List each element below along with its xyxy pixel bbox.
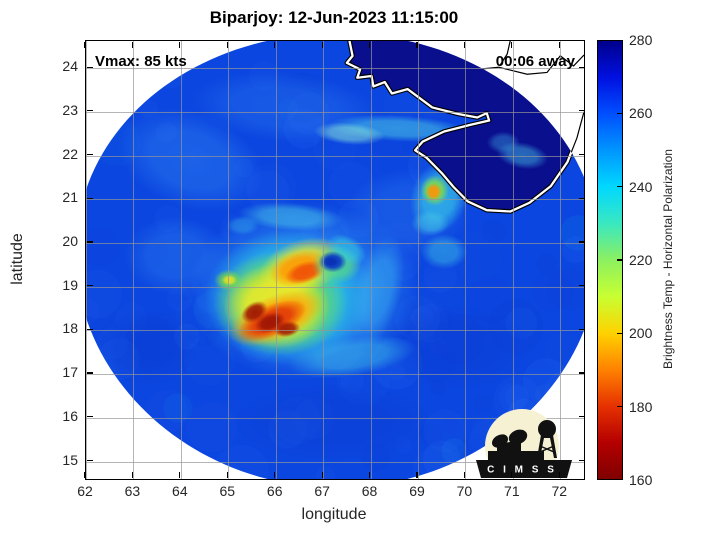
y-tick-right [578,241,585,243]
colorbar-tick [617,406,622,408]
x-tick-label: 63 [124,483,141,499]
x-tick-top [511,41,513,48]
x-tick-label: 67 [314,483,330,499]
y-tick-label: 20 [62,232,78,249]
y-tick-right [578,328,585,330]
y-tick-label: 19 [62,276,78,293]
plot-title: Biparjoy: 12-Jun-2023 11:15:00 [209,8,459,27]
x-tick-top [131,41,134,48]
x-tick-label: 72 [551,483,568,499]
x-tick [511,472,513,478]
plot-area: Vmax: 85 kts 00:06 away [85,40,585,480]
y-tick [86,110,93,112]
y-tick [86,66,93,68]
y-tick-right [578,153,585,156]
y-tick [86,197,93,199]
colorbar-tick-label: 160 [629,472,653,488]
y-tick-right [578,66,585,68]
x-tick [84,472,86,478]
y-tick-label: 16 [62,407,78,424]
x-tick-label: 70 [456,483,473,499]
colorbar-tick-label: 200 [629,325,653,342]
y-tick-label: 24 [62,58,78,75]
colorbar-tick-label: 260 [629,105,653,122]
x-tick-top [321,41,323,48]
y-tick-right [578,110,585,112]
eta-annotation: 00:06 away [495,53,575,70]
y-tick [86,153,93,156]
y-tick [86,328,93,330]
y-tick [86,372,93,374]
logo-silhouette [488,420,557,460]
colorbar-tick [617,332,622,334]
x-tick [416,472,418,478]
colorbar-tick [617,186,622,188]
y-tick-label: 17 [62,364,78,381]
y-tick-label: 23 [62,101,78,118]
y-tick-right [578,285,585,287]
y-tick [86,285,93,287]
x-tick-label: 66 [266,483,283,499]
y-tick-label: 22 [62,145,78,162]
logo-banner [476,460,572,478]
colorbar-tick-label: 240 [629,178,653,195]
x-tick [226,472,228,478]
x-tick-top [558,41,560,48]
colorbar-tick [617,259,622,261]
x-tick-label: 68 [361,483,378,499]
x-tick-top [226,41,228,48]
x-tick [368,472,371,478]
y-tick [86,459,93,462]
cimss-logo: C I M S S [476,409,572,478]
colorbar-tick-label: 180 [629,398,653,415]
y-tick-right [578,459,585,462]
x-tick-label: 69 [409,483,425,499]
logo-letters: C I M S S [487,465,557,476]
x-tick-label: 64 [172,483,188,499]
y-tick-label: 18 [62,320,78,337]
y-tick-right [578,197,585,199]
x-tick-top [368,41,371,48]
colorbar-tick-label: 220 [629,252,653,268]
y-tick-right [578,416,585,418]
x-tick [179,472,181,478]
y-tick [86,416,93,418]
x-tick-top [463,41,466,48]
x-tick [558,472,560,478]
x-tick [321,472,323,478]
x-tick-top [84,41,86,48]
y-tick-label: 21 [62,189,78,206]
y-tick-right [578,372,585,374]
x-tick [131,472,134,478]
x-tick-label: 65 [219,483,236,499]
x-tick-top [179,41,181,48]
x-tick-top [274,41,276,48]
y-axis-label: latitude [9,233,26,285]
x-axis-label: longitude [301,506,367,523]
colorbar-tick-label: 280 [629,32,653,48]
vmax-annotation: Vmax: 85 kts [95,53,187,70]
x-tick-label: 71 [504,483,520,499]
x-tick [463,472,466,478]
y-tick [86,241,93,243]
colorbar-tick [617,112,622,114]
y-tick-label: 15 [62,451,78,468]
x-tick-top [416,41,418,48]
x-tick [274,472,276,478]
satellite-heatmap-canvas [86,41,584,479]
x-tick-label: 62 [77,483,93,499]
